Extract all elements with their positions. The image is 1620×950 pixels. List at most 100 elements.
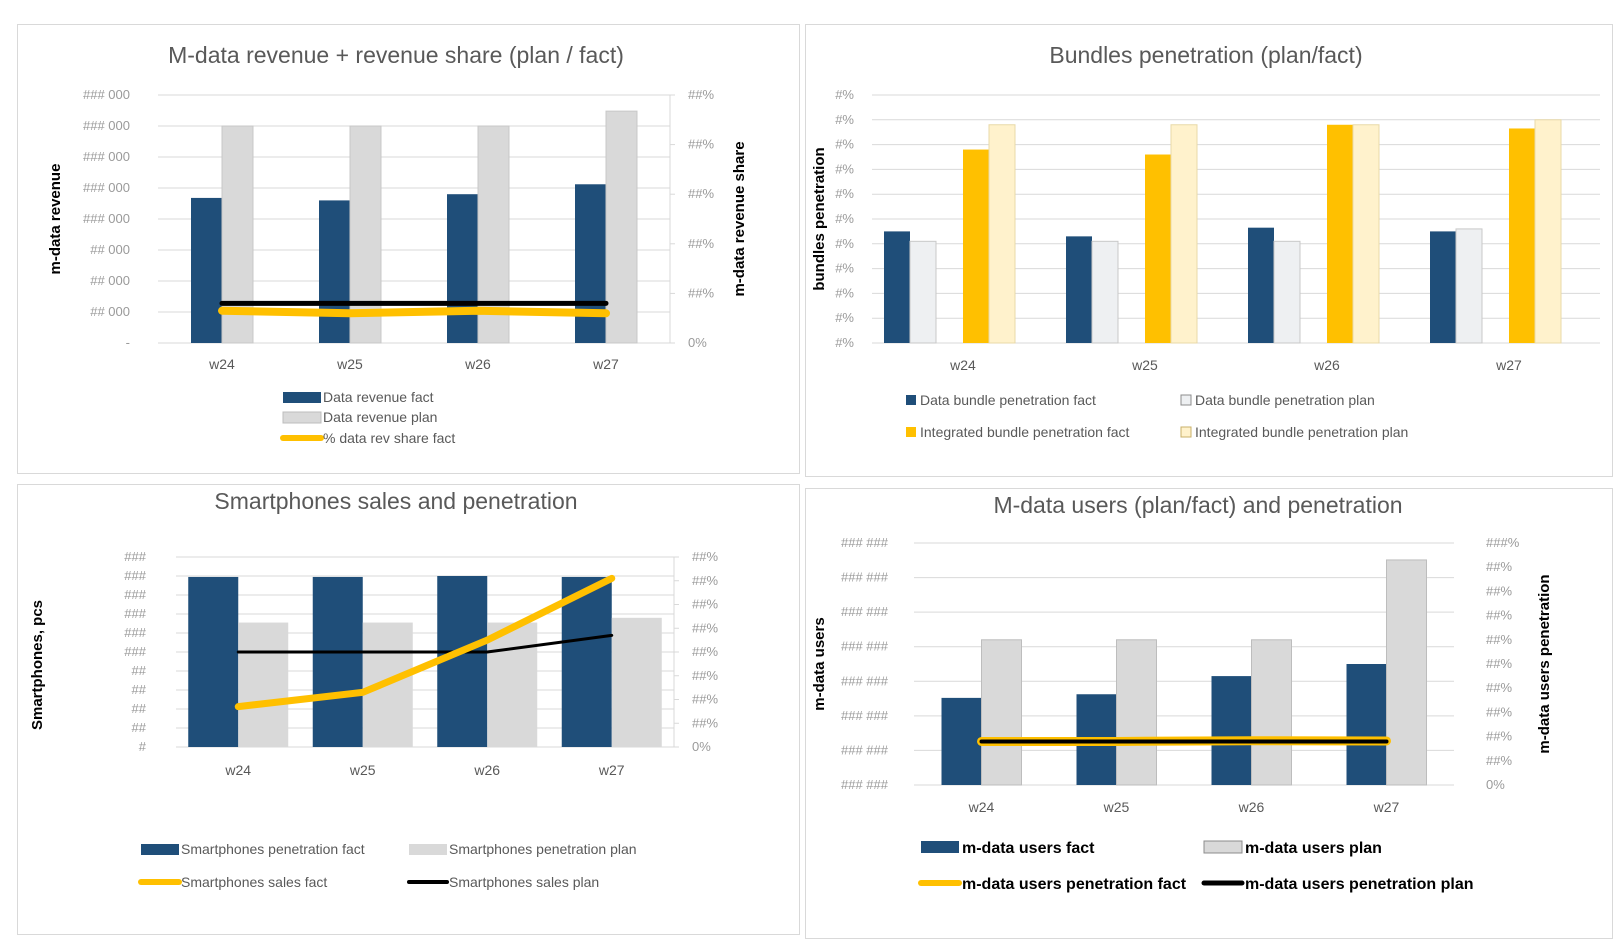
x-tick-label: w24 [208, 356, 235, 372]
y-tick-label: ### 000 [83, 149, 130, 164]
fact-bar [191, 197, 222, 343]
plan-bar [611, 617, 662, 747]
bar-2 [1091, 240, 1119, 344]
y-tick-label: ### [124, 606, 146, 621]
y-tick-label: ## 000 [90, 304, 130, 319]
y-tick-label: ### ### [841, 570, 889, 585]
y-tick-label: # [139, 739, 147, 754]
chart-title: Smartphones sales and penetration [214, 488, 577, 514]
x-tick-label: w26 [1238, 799, 1265, 815]
legend-label: Smartphones penetration plan [449, 841, 637, 857]
bar-1 [884, 231, 910, 343]
bar-1 [1430, 231, 1456, 343]
legend-swatch [906, 395, 916, 405]
series-line [234, 574, 616, 711]
legend-swatch [141, 844, 179, 855]
plan-bar [1116, 639, 1157, 786]
plan-bar [487, 622, 538, 747]
y-tick-label: ### [124, 644, 146, 659]
bar-2 [1273, 240, 1301, 344]
series-line [236, 633, 614, 654]
x-tick-label: w25 [349, 762, 376, 778]
legend-swatch [283, 392, 321, 403]
y2-tick-label: 0% [688, 335, 707, 350]
y2-tick-label: ##% [692, 692, 718, 707]
legend-swatch [906, 427, 916, 437]
y-tick-label: ## [132, 720, 147, 735]
legend-label: Data bundle penetration plan [1195, 392, 1375, 408]
y-tick-label: ## [132, 663, 147, 678]
bar-3 [1145, 154, 1171, 343]
chart-title: Bundles penetration (plan/fact) [1049, 42, 1362, 68]
legend-swatch [1203, 840, 1243, 854]
y-tick-label: ### ### [841, 742, 889, 757]
y-tick-label: #% [835, 112, 854, 127]
y-tick-label: #% [835, 161, 854, 176]
legend-label: m-data users fact [962, 840, 1095, 857]
y2-tick-label: 0% [1486, 777, 1505, 792]
y2-tick-label: ##% [688, 236, 714, 251]
y-tick-label: ### ### [841, 535, 889, 550]
x-tick-label: w27 [592, 356, 619, 372]
y-tick-label: #% [835, 261, 854, 276]
legend-label: % data rev share fact [323, 430, 455, 446]
y2-tick-label: ##% [1486, 608, 1512, 623]
fact-bar [188, 576, 239, 747]
plan-bar [981, 639, 1022, 786]
plan-bar [1251, 639, 1292, 786]
fact-bar [447, 194, 478, 343]
fact-bar [575, 184, 606, 343]
legend-swatch [1180, 394, 1192, 406]
y2-tick-label: ##% [688, 285, 714, 300]
plan-bar [1386, 559, 1427, 786]
users-chart-panel: M-data users (plan/fact) and penetration… [805, 488, 1613, 939]
fact-bar [1346, 664, 1387, 785]
y2-tick-label: ##% [692, 549, 718, 564]
y-tick-label: - [126, 335, 130, 350]
y-axis-title: m-data users [811, 617, 828, 710]
legend-label: Smartphones penetration fact [181, 841, 365, 857]
x-tick-label: w27 [1495, 357, 1522, 373]
p2-svg: Bundles penetration (plan/fact) #% #% #% #% #… [811, 42, 1600, 440]
x-tick-label: w25 [1103, 799, 1130, 815]
y-tick-label: #% [835, 87, 854, 102]
y-tick-label: ### ### [841, 639, 889, 654]
bar-1 [1248, 227, 1274, 343]
legend-label: Smartphones sales plan [449, 874, 599, 890]
y2-axis-title: m-data users penetration [1536, 574, 1553, 753]
x-tick-label: w26 [473, 762, 500, 778]
y-tick-label: ### [124, 549, 146, 564]
y-tick-label: ### 000 [83, 180, 130, 195]
legend-label: m-data users penetration plan [1245, 876, 1474, 893]
legend-swatch [1180, 426, 1192, 438]
bar-2 [1455, 228, 1483, 344]
y-tick-label: ### ### [841, 777, 889, 792]
y2-tick-label: ##% [692, 644, 718, 659]
y2-tick-label: ##% [692, 620, 718, 635]
legend-label: Data bundle penetration fact [920, 392, 1096, 408]
plan-bar [238, 622, 289, 747]
fact-bar [437, 576, 488, 747]
x-tick-label: w26 [464, 356, 491, 372]
legend-label: m-data users penetration fact [962, 876, 1187, 893]
y2-tick-label: ##% [1486, 559, 1512, 574]
x-tick-label: w27 [598, 762, 625, 778]
y-tick-label: #% [835, 310, 854, 325]
x-tick-label: w24 [968, 799, 995, 815]
y2-tick-label: ##% [1486, 632, 1512, 647]
bar-3 [1509, 128, 1535, 343]
fact-bar [1211, 676, 1252, 785]
legend-swatch [282, 411, 322, 424]
y-tick-label: ## 000 [90, 273, 130, 288]
y-tick-label: #% [835, 186, 854, 201]
legend-label: Data revenue fact [323, 389, 434, 405]
p4-svg: M-data users (plan/fact) and penetration… [811, 492, 1553, 893]
y2-tick-label: ###% [1486, 535, 1520, 550]
legend-label: m-data users plan [1245, 840, 1382, 857]
chart-title: M-data revenue + revenue share (plan / f… [168, 42, 624, 68]
legend-label: Data revenue plan [323, 409, 437, 425]
y-tick-label: #% [835, 211, 854, 226]
y2-tick-label: ##% [688, 87, 714, 102]
x-tick-label: w27 [1373, 799, 1400, 815]
y-axis-title: bundles penetration [811, 147, 828, 290]
